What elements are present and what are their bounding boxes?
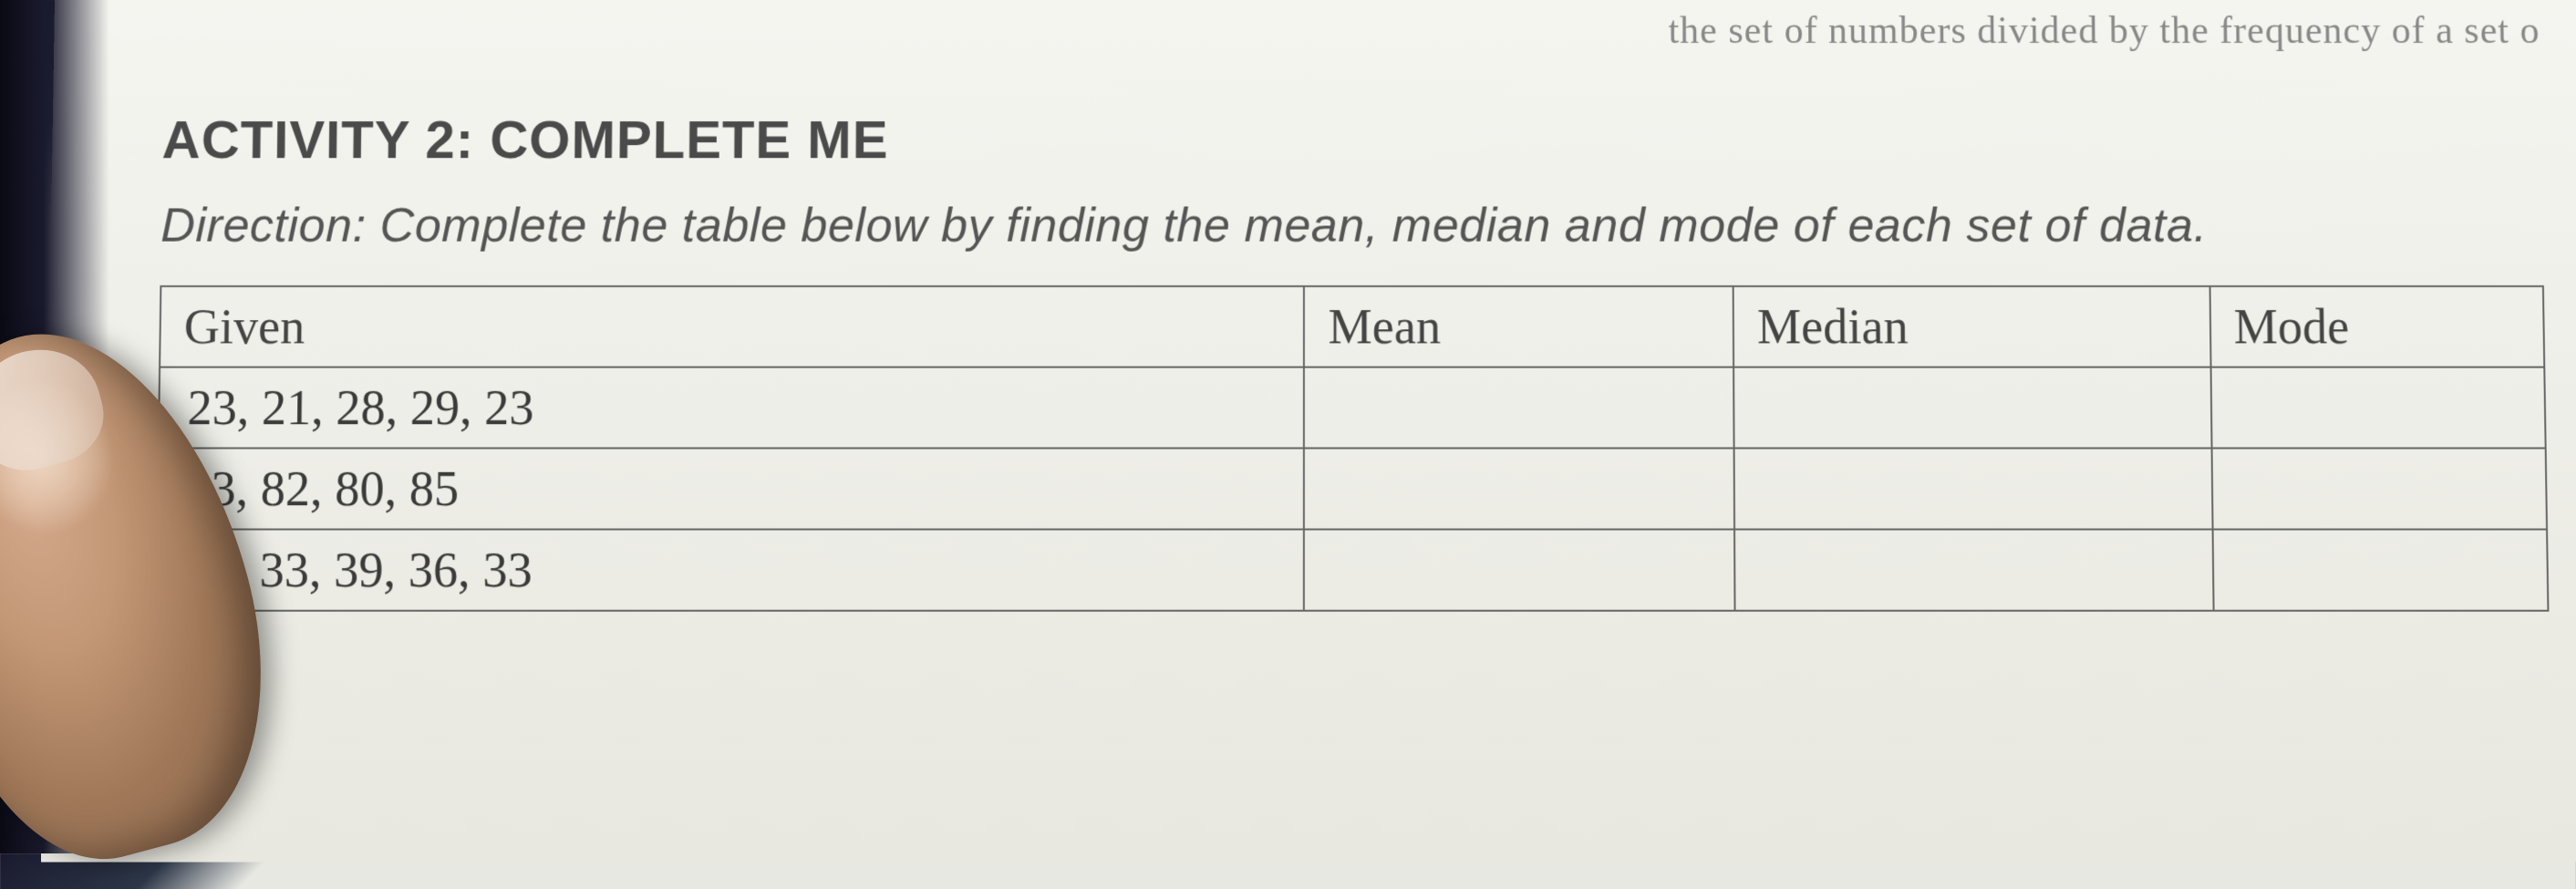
column-header-mean: Mean xyxy=(1304,286,1733,367)
direction-content: Complete the table below by finding the … xyxy=(379,199,2207,252)
table-row: 23, 21, 28, 29, 23 xyxy=(159,367,2546,449)
given-data-cell: 83, 82, 80, 85 xyxy=(157,448,1304,529)
data-table: Given Mean Median Mode 23, 21, 28, 29, 2… xyxy=(155,285,2549,612)
median-cell xyxy=(1734,448,2213,529)
mean-cell xyxy=(1304,448,1734,529)
median-cell xyxy=(1733,367,2211,449)
table-row: 31, 33, 39, 36, 33 xyxy=(156,530,2548,611)
mean-cell xyxy=(1304,367,1733,449)
mode-cell xyxy=(2212,530,2548,611)
table-row: 83, 82, 80, 85 xyxy=(157,448,2547,529)
direction-label: Direction: xyxy=(160,199,367,252)
given-data-cell: 23, 21, 28, 29, 23 xyxy=(159,367,1305,449)
worksheet-paper: the set of numbers divided by the freque… xyxy=(41,0,2576,863)
column-header-mode: Mode xyxy=(2209,286,2544,367)
thumbnail xyxy=(0,336,114,481)
given-data-cell: 31, 33, 39, 36, 33 xyxy=(156,530,1304,611)
direction-text: Direction: Complete the table below by f… xyxy=(160,198,2543,253)
mean-cell xyxy=(1304,530,1734,611)
table-header-row: Given Mean Median Mode xyxy=(160,286,2544,367)
column-header-given: Given xyxy=(160,286,1304,367)
mode-cell xyxy=(2210,367,2546,449)
activity-title: ACTIVITY 2: COMPLETE ME xyxy=(161,109,2542,171)
partial-cutoff-text: the set of numbers divided by the freque… xyxy=(1668,9,2540,53)
median-cell xyxy=(1734,530,2213,611)
mode-cell xyxy=(2211,448,2547,529)
column-header-median: Median xyxy=(1733,286,2211,367)
